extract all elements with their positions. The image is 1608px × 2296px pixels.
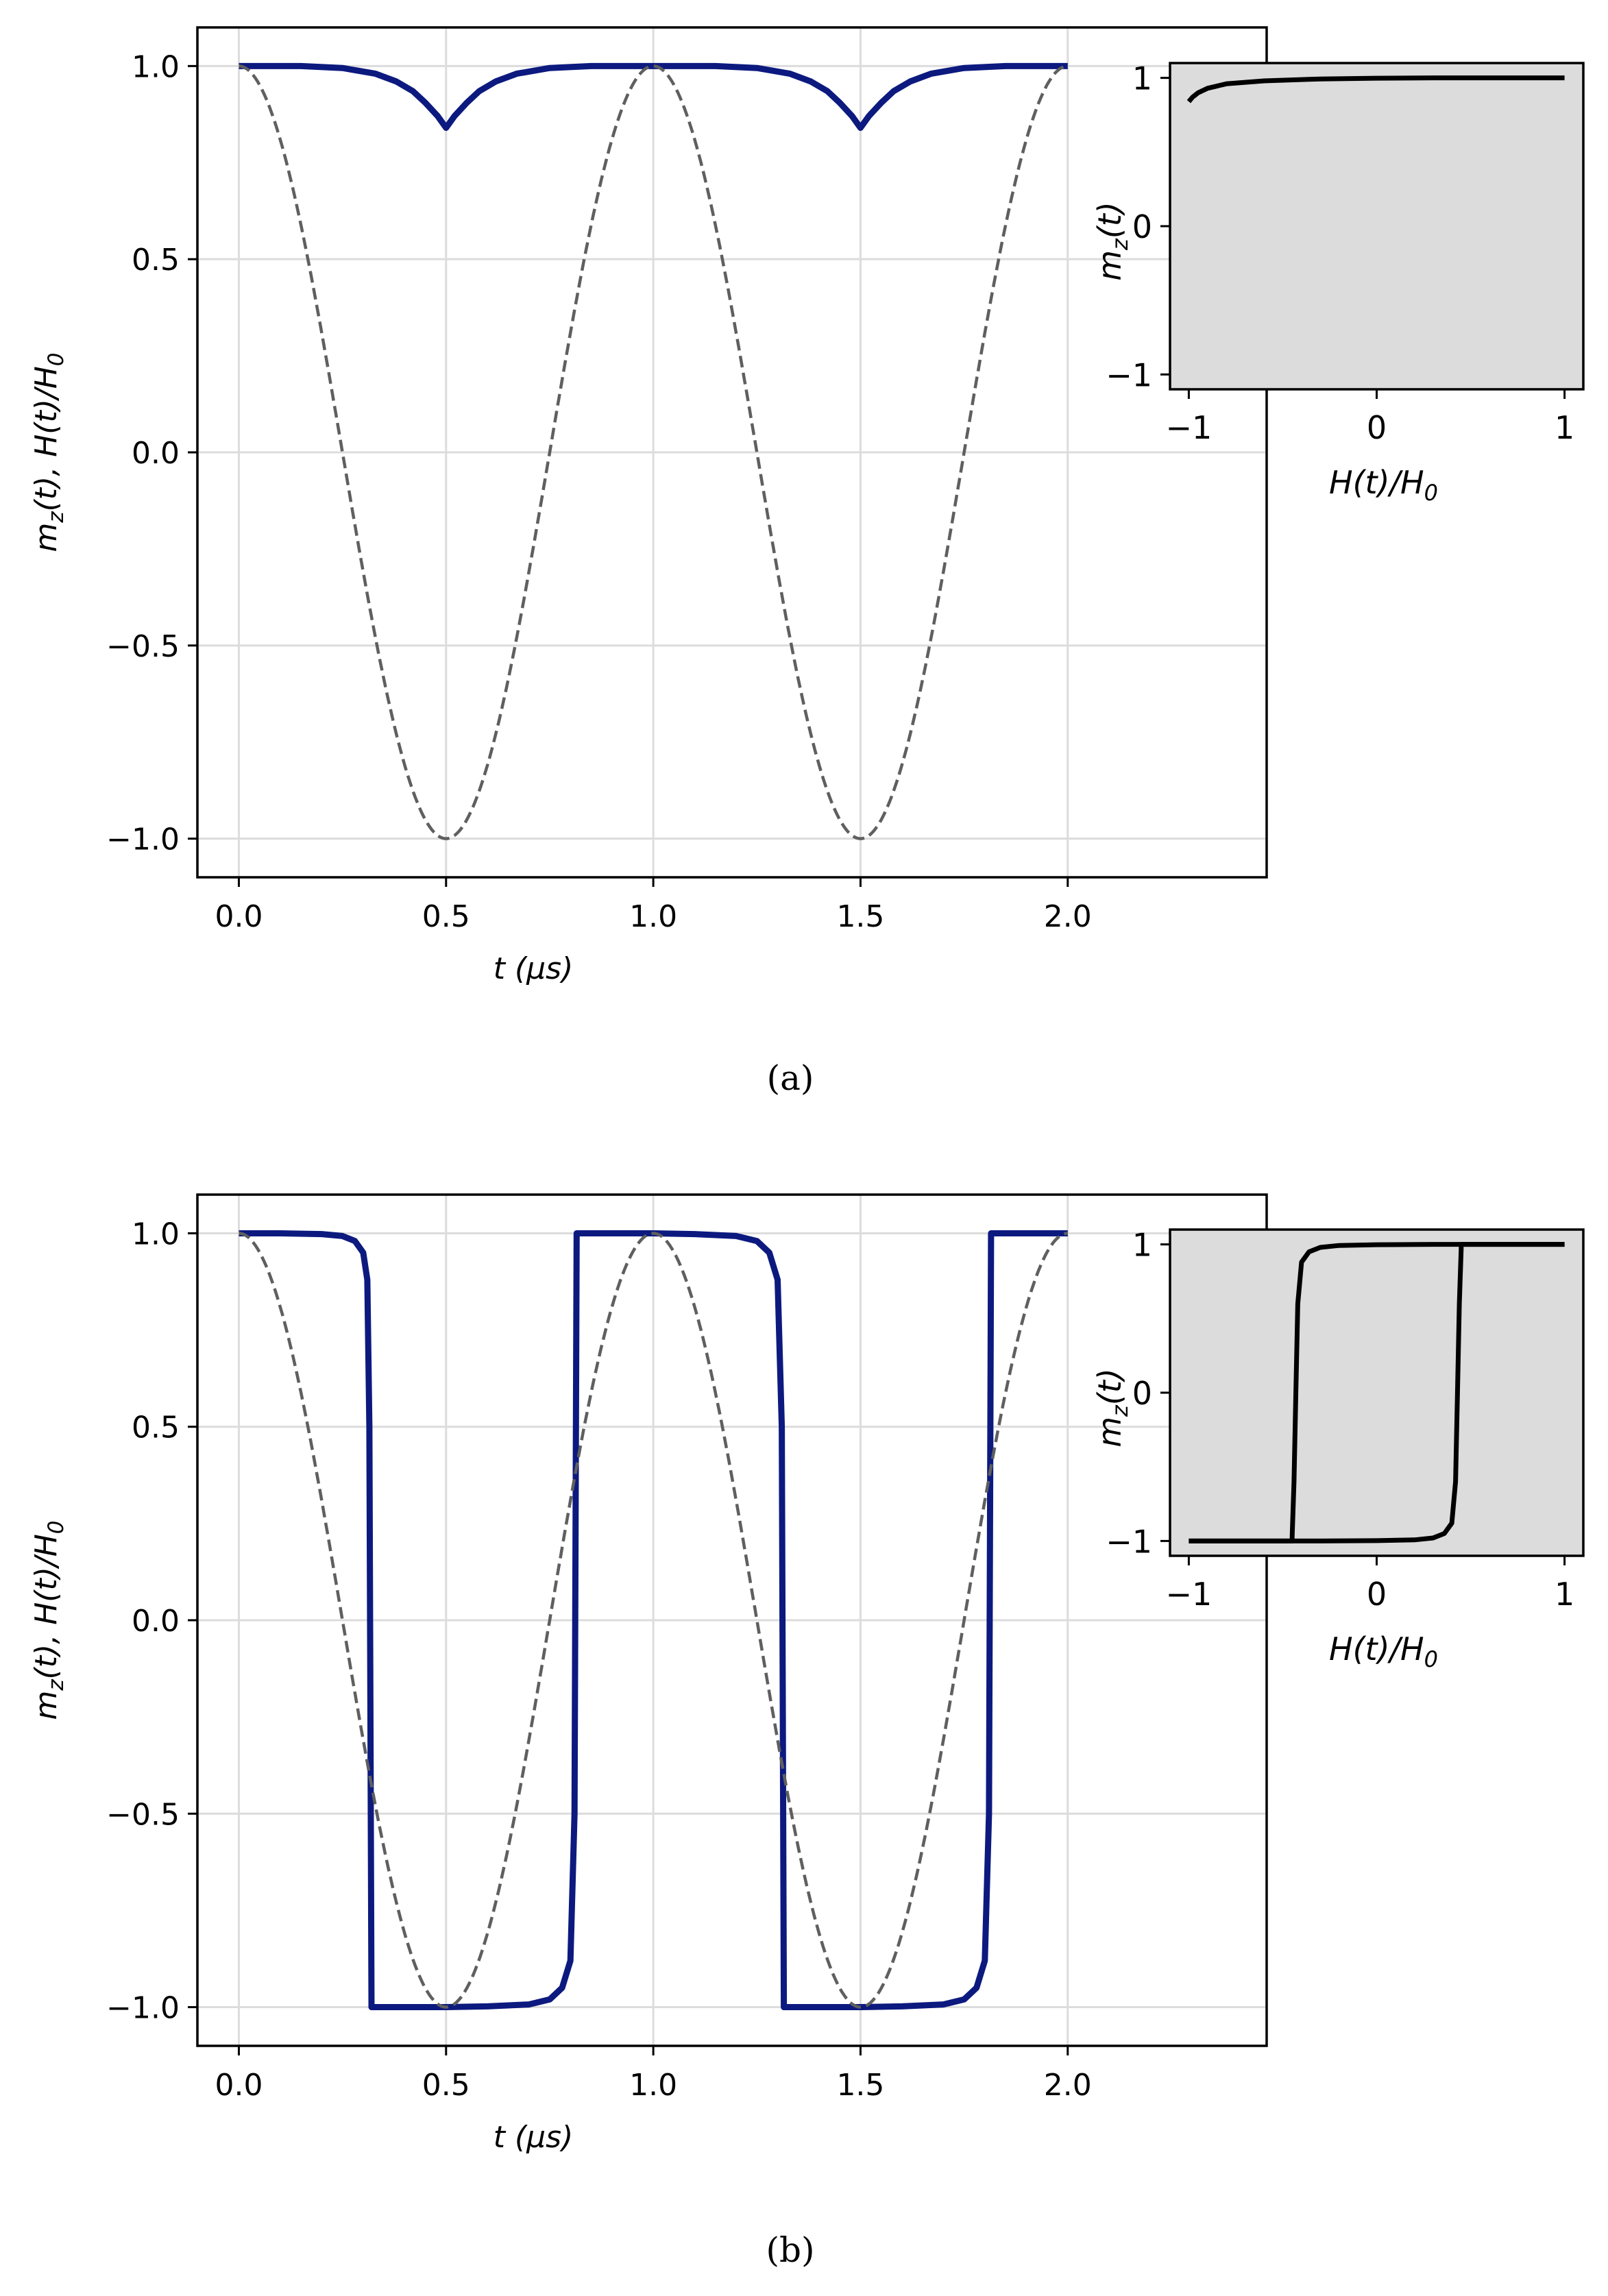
- panel-caption: (b): [766, 2230, 814, 2270]
- x-tick-label: 1.5: [836, 2068, 884, 2103]
- y-tick-label: 1.0: [132, 1217, 180, 1251]
- x-tick-label: 0.5: [422, 2068, 470, 2103]
- inset-x-axis-label: H(t)/H0​: [1329, 464, 1438, 506]
- inset-y-tick-label: 0: [1132, 208, 1152, 245]
- y-axis-label: mz​(t), H(t)/H0​: [29, 1520, 69, 1720]
- panel-caption: (a): [767, 1058, 814, 1098]
- y-axis-label: mz​(t), H(t)/H0​: [29, 352, 69, 552]
- x-axis-label: t (μs): [494, 951, 574, 986]
- main-plot: 0.0 0.5 1.0 1.5 2.0 −1.0 −0.5 0.0 0.5 1.0 t (μs) mz…: [29, 26, 1268, 986]
- hysteresis-curve: [1189, 1242, 1565, 1543]
- x-tick-label: 1.5: [836, 899, 884, 934]
- inset-y-tick-label: 1: [1132, 60, 1152, 97]
- x-tick-label: 0.5: [422, 899, 470, 934]
- y-tick-label: −0.5: [106, 629, 180, 664]
- inset-y-tick-label: 1: [1132, 1227, 1152, 1264]
- x-tick-label: 0.0: [215, 2068, 263, 2103]
- hysteresis-curve: [1186, 75, 1565, 103]
- grid: [197, 27, 1267, 877]
- inset-y-axis-label: mz​(t): [1091, 201, 1133, 281]
- panel-b: 0.0 0.5 1.0 1.5 2.0 −1.0 −0.5 0.0 0.5 1.0 t (μs) mz…: [29, 1193, 1585, 2270]
- x-tick-label: 0.0: [215, 899, 263, 934]
- inset-x-tick-label: 0: [1367, 1576, 1387, 1613]
- y-tick-label: 0.0: [132, 436, 180, 471]
- x-tick-label: 2.0: [1044, 2068, 1092, 2103]
- inset-x-tick-label: 1: [1555, 409, 1574, 446]
- main-plot: 0.0 0.5 1.0 1.5 2.0 −1.0 −0.5 0.0 0.5 1.0 t (μs) mz…: [29, 1193, 1268, 2155]
- field-series-line: [239, 64, 1068, 840]
- panel-a: 0.0 0.5 1.0 1.5 2.0 −1.0 −0.5 0.0 0.5 1.0 t (μs) mz…: [29, 26, 1585, 1098]
- inset-x-axis-label: H(t)/H0​: [1329, 1631, 1438, 1672]
- field-series-line: [239, 1232, 1068, 2009]
- x-tick-label: 2.0: [1044, 899, 1092, 934]
- inset-x-tick-label: −1: [1166, 1576, 1213, 1613]
- y-tick-label: −0.5: [106, 1797, 180, 1832]
- y-tick-label: −1.0: [106, 1991, 180, 2026]
- y-tick-label: 1.0: [132, 49, 180, 84]
- y-tick-label: 0.5: [132, 1410, 180, 1445]
- y-tick-label: 0.0: [132, 1604, 180, 1639]
- y-tick-label: 0.5: [132, 243, 180, 278]
- inset-x-tick-label: 1: [1555, 1576, 1574, 1613]
- x-tick-label: 1.0: [629, 2068, 677, 2103]
- x-axis-label: t (μs): [494, 2120, 574, 2155]
- inset-y-axis-label: mz​(t): [1091, 1368, 1133, 1448]
- inset-y-tick-label: 0: [1132, 1375, 1152, 1412]
- inset-y-tick-label: −1: [1106, 1523, 1152, 1560]
- x-tick-label: 1.0: [629, 899, 677, 934]
- inset-plot: −1 0 1 −1 0 1 H(t)/H0​ mz​(t): [1091, 60, 1585, 506]
- inset-background: [1170, 1230, 1583, 1556]
- y-tick-label: −1.0: [106, 822, 180, 857]
- inset-background: [1170, 63, 1583, 389]
- inset-plot: −1 0 1 −1 0 1 H(t)/H0​ mz​(t): [1091, 1227, 1585, 1672]
- inset-x-tick-label: 0: [1367, 409, 1387, 446]
- magnetization-series-line: [239, 62, 1068, 131]
- inset-x-tick-label: −1: [1166, 409, 1213, 446]
- inset-y-tick-label: −1: [1106, 356, 1152, 393]
- grid: [197, 1195, 1267, 2046]
